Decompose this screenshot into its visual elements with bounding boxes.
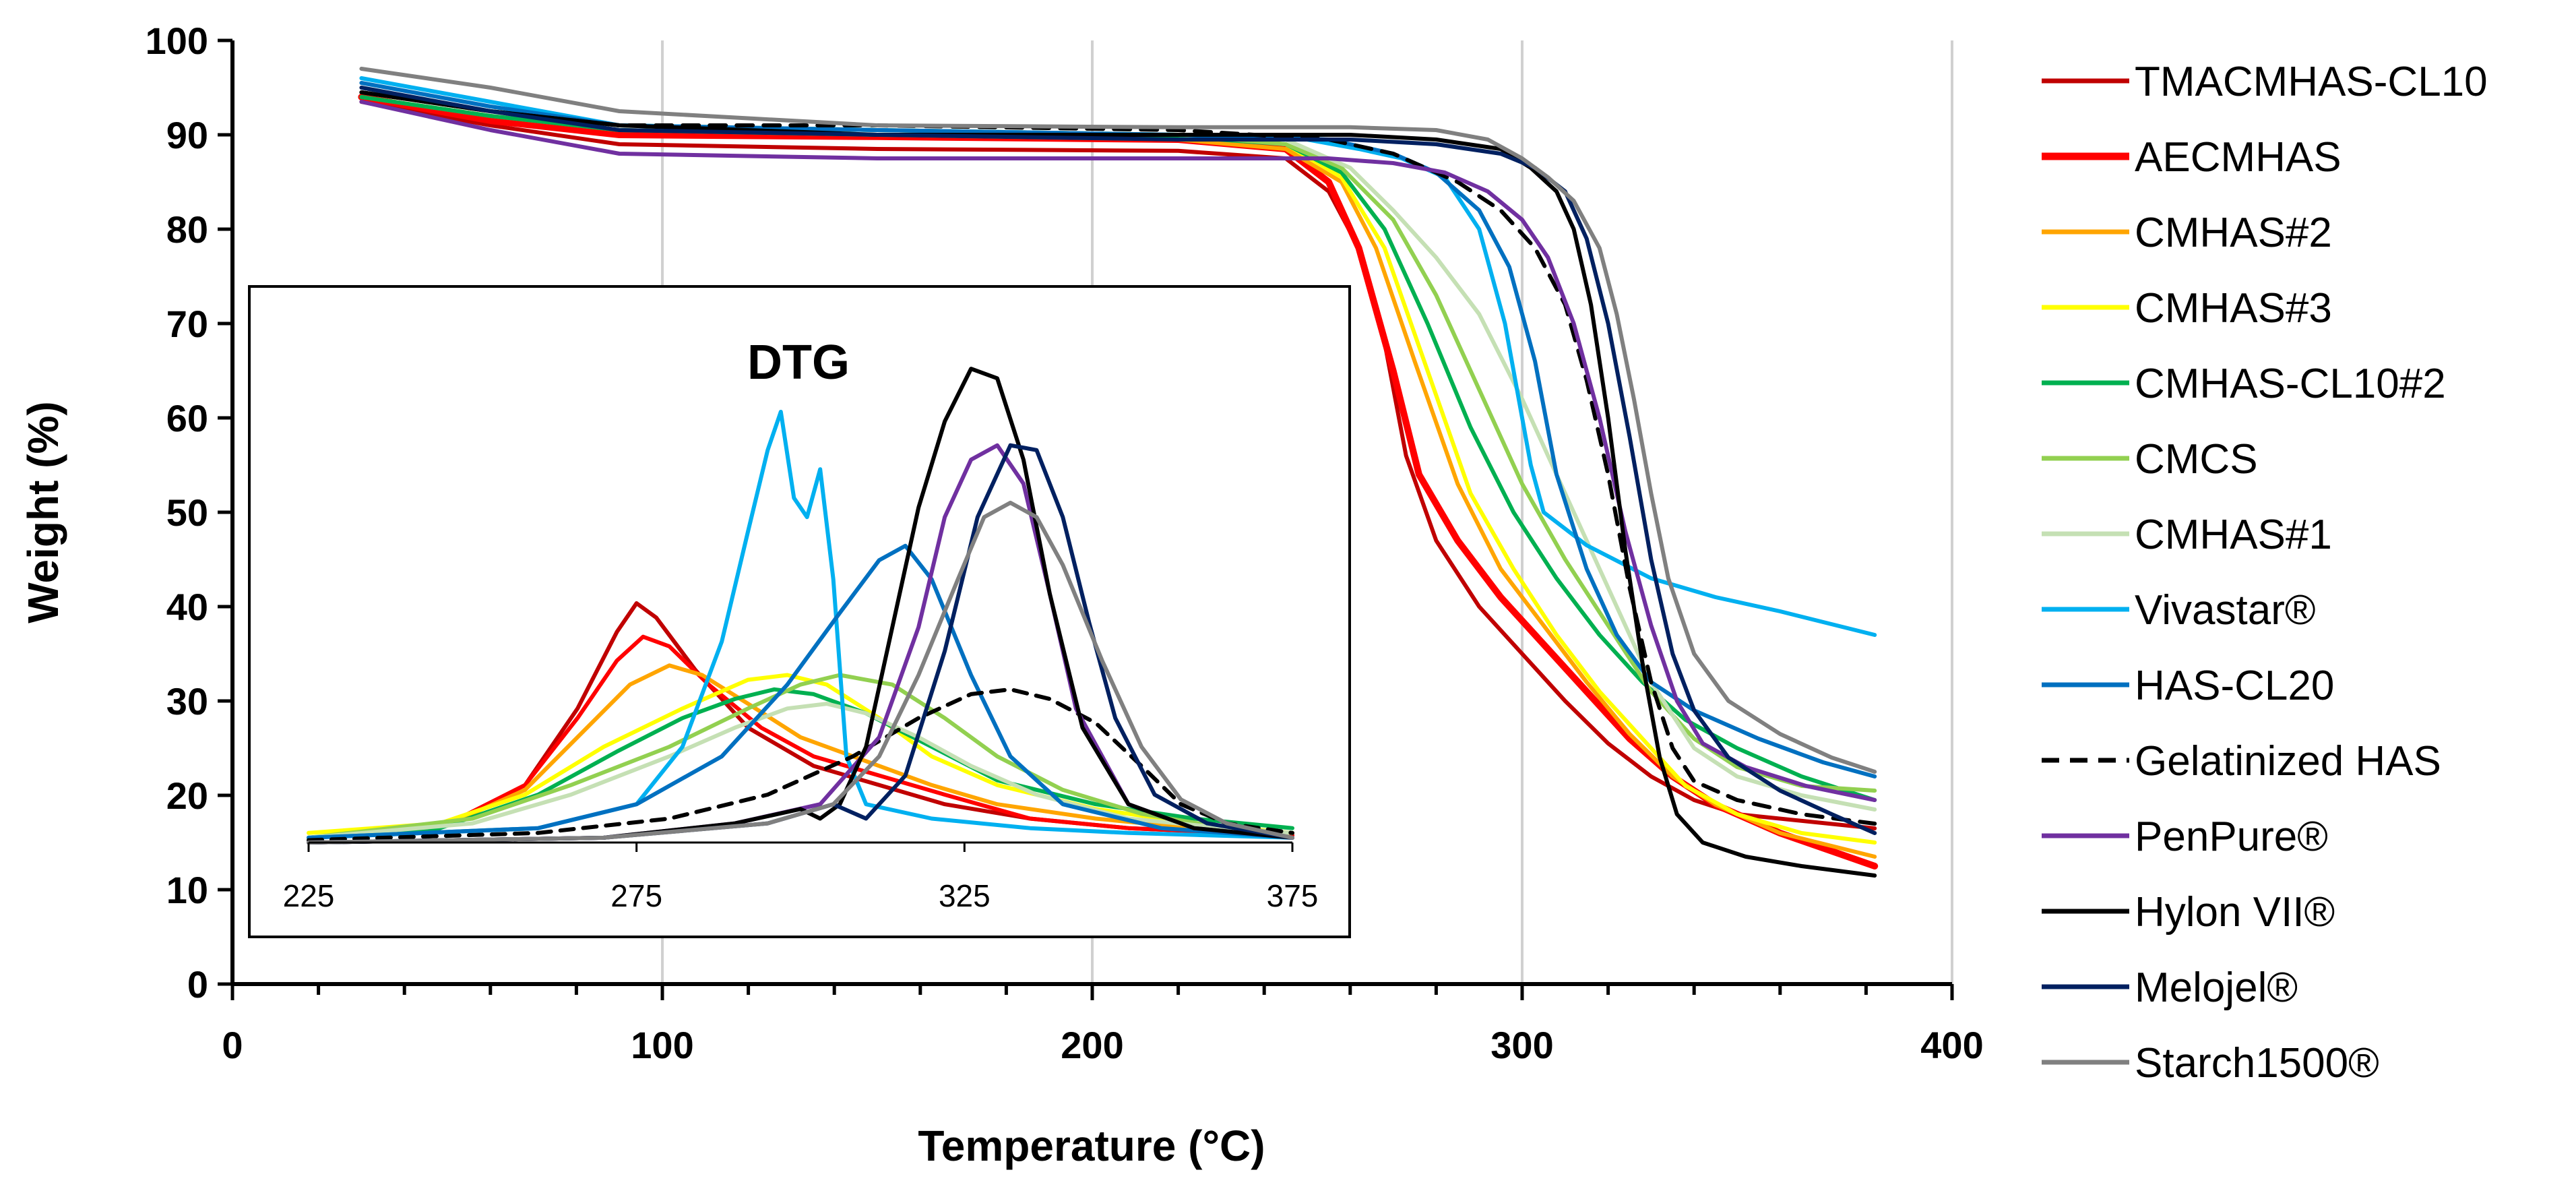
series-line-tmacmhas-cl10 — [359, 100, 1877, 830]
y-tick-label-60: 60 — [166, 397, 208, 439]
inset-series-line-hylon-vii — [307, 367, 1294, 845]
y-tick-label-30: 30 — [166, 680, 208, 723]
y-tick-label-80: 80 — [166, 208, 208, 251]
dtg-series-lines — [307, 367, 1294, 845]
y-tick-label-40: 40 — [166, 586, 208, 628]
inset-x-tick-label-375: 375 — [1267, 878, 1319, 913]
inset-series-line-has-cl20 — [307, 543, 1294, 840]
inset-x-tick-label-325: 325 — [939, 878, 991, 913]
legend-label-cmcs: CMCS — [2135, 436, 2258, 483]
y-tick-label-50: 50 — [166, 491, 208, 534]
y-axis-ticks: 0 10 20 30 40 50 60 70 80 90 100 — [146, 20, 232, 1006]
y-tick-label-10: 10 — [166, 869, 208, 911]
x-tick-label-200: 200 — [1061, 1024, 1123, 1066]
inset-series-line-vivastar — [307, 410, 1294, 840]
legend-label-cmhas-2: CMHAS#2 — [2135, 210, 2332, 256]
inset-x-tick-label-225: 225 — [283, 878, 335, 913]
inset-series-line-gelatinized-has — [307, 687, 1294, 843]
series-line-melojel — [359, 86, 1877, 835]
legend-label-vivastar: Vivastar® — [2135, 587, 2316, 634]
x-tick-label-400: 400 — [1920, 1024, 1983, 1066]
x-axis-title: Temperature (°C) — [918, 1122, 1265, 1170]
legend-label-gelatinized-has: Gelatinized HAS — [2135, 738, 2441, 785]
inset-series-line-aecmhas — [307, 634, 1294, 840]
x-tick-label-0: 0 — [222, 1024, 243, 1066]
y-tick-label-70: 70 — [166, 303, 208, 345]
inset-x-tick-label-275: 275 — [610, 878, 662, 913]
x-tick-label-100: 100 — [631, 1024, 693, 1066]
y-tick-label-90: 90 — [166, 114, 208, 156]
y-tick-label-100: 100 — [146, 20, 208, 62]
legend-label-melojel: Melojel® — [2135, 965, 2298, 1011]
legend-label-tmacmhas-cl10: TMACMHAS-CL10 — [2135, 59, 2488, 105]
inset-series-line-cmhas-2 — [307, 663, 1294, 840]
series-line-starch1500 — [359, 67, 1877, 774]
inset-series-line-starch1500 — [307, 500, 1294, 845]
legend-label-hylon-vii: Hylon VII® — [2135, 889, 2335, 936]
x-tick-label-300: 300 — [1490, 1024, 1553, 1066]
legend-label-has-cl20: HAS-CL20 — [2135, 663, 2334, 709]
y-tick-label-0: 0 — [187, 963, 208, 1006]
legend-label-cmhas-1: CMHAS#1 — [2135, 512, 2332, 558]
y-tick-label-20: 20 — [166, 774, 208, 817]
inset-series-line-cmcs — [307, 673, 1294, 840]
legend-label-aecmhas: AECMHAS — [2135, 134, 2342, 181]
legend-label-penpure: PenPure® — [2135, 814, 2328, 860]
legend-label-starch1500: Starch1500® — [2135, 1040, 2379, 1087]
dtg-inset: 225 275 325 375 DTG — [248, 285, 1351, 938]
inset-series-line-cmhas-cl10-2 — [307, 687, 1294, 840]
y-axis-title: Weight (%) — [19, 401, 67, 623]
x-axis-ticks: 0 100 200 300 400 — [222, 984, 1984, 1066]
legend-label-cmhas-3: CMHAS#3 — [2135, 285, 2332, 332]
legend: TMACMHAS-CL10 AECMHAS CMHAS#2 CMHAS#3 CMHAS-… — [2042, 59, 2488, 1087]
tga-series-lines — [358, 67, 1879, 878]
inset-title: DTG — [747, 336, 850, 390]
series-line-penpure — [359, 100, 1877, 802]
legend-label-cmhas-cl10-2: CMHAS-CL10#2 — [2135, 361, 2446, 407]
dtg-axis-ticks: 225 275 325 375 — [283, 841, 1319, 913]
